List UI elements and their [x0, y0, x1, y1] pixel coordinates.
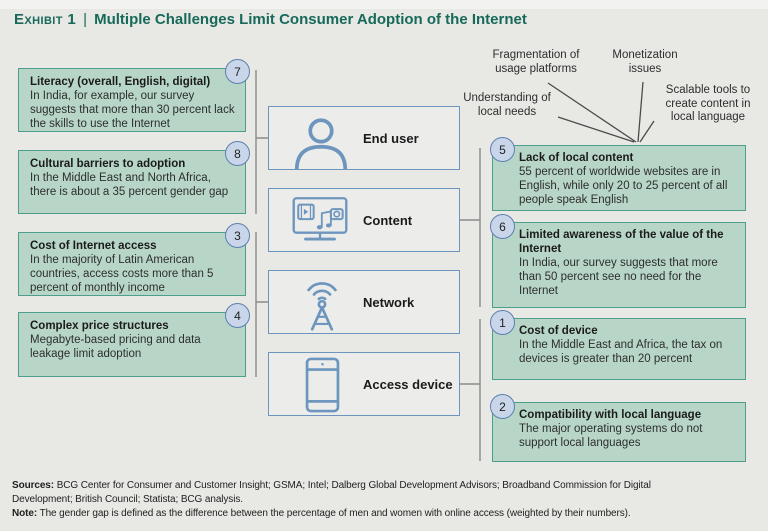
- number-badge: 8: [225, 141, 250, 166]
- challenge-title: Cultural barriers to adoption: [30, 158, 186, 170]
- number-badge: 2: [490, 394, 515, 419]
- title-text: Multiple Challenges Limit Consumer Adopt…: [94, 11, 527, 28]
- category-box-content: Content: [268, 188, 460, 252]
- challenge-title: Compatibility with local language: [519, 409, 702, 421]
- challenge-box-language-compatibility: 2 Compatibility with local language The …: [490, 394, 746, 462]
- challenge-body: Megabyte-based pricing and data leakage …: [30, 334, 201, 360]
- challenge-title: Literacy (overall, English, digital): [30, 76, 211, 88]
- challenge-box-complex-pricing: 4 Complex price structures Megabyte-base…: [18, 303, 250, 377]
- challenge-body: In India, our survey suggests that more …: [519, 257, 718, 297]
- sources-label: Sources:: [12, 480, 54, 491]
- number-badge: 5: [490, 137, 515, 162]
- category-label: End user: [363, 130, 419, 146]
- category-label: Content: [363, 212, 413, 228]
- person-icon: [293, 117, 349, 169]
- category-box-access-device: Access device: [268, 352, 460, 416]
- category-label: Network: [363, 294, 415, 310]
- challenge-body: In the majority of Latin American countr…: [30, 254, 214, 294]
- note-text: The gender gap is defined as the differe…: [39, 508, 631, 519]
- category-label: Access device: [363, 376, 453, 392]
- challenge-body: In the Middle East and North Africa, the…: [30, 172, 229, 198]
- footer: Sources: BCG Center for Consumer and Cus…: [12, 479, 760, 521]
- category-box-network: Network: [268, 270, 460, 334]
- number-badge: 7: [225, 59, 250, 84]
- challenge-box-cultural-barriers: 8 Cultural barriers to adoption In the M…: [18, 141, 250, 214]
- challenge-title: Cost of Internet access: [30, 240, 157, 252]
- challenge-box-literacy: 7 Literacy (overall, English, digital) I…: [18, 59, 250, 132]
- challenge-title: Complex price structures: [30, 320, 169, 332]
- challenge-box-cost-of-access: 3 Cost of Internet access In the majorit…: [18, 223, 250, 296]
- category-box-end-user: End user: [268, 106, 460, 170]
- page-title: Exhibit 1 | Multiple Challenges Limit Cons…: [14, 11, 527, 28]
- challenge-title: Cost of device: [519, 325, 598, 337]
- sources-text: BCG Center for Consumer and Customer Ins…: [12, 480, 651, 505]
- number-badge: 1: [490, 310, 515, 335]
- number-badge: 6: [490, 214, 515, 239]
- annotation-scalable-tools: Scalable tools to create content in loca…: [665, 84, 751, 123]
- network-antenna-icon: [297, 274, 347, 331]
- annotation-monetization: Monetization issues: [612, 49, 678, 75]
- sources-line: Sources: BCG Center for Consumer and Cus…: [12, 479, 674, 507]
- note-label: Note:: [12, 508, 38, 519]
- annotation-understanding: Understanding of local needs: [463, 92, 551, 118]
- top-strip: [0, 0, 768, 9]
- challenge-body: 55 percent of worldwide websites are in …: [519, 166, 728, 206]
- number-badge: 4: [225, 303, 250, 328]
- note-line: Note: The gender gap is defined as the d…: [12, 507, 760, 521]
- smartphone-icon: [305, 357, 340, 413]
- media-content-icon: [291, 195, 349, 245]
- challenge-body: The major operating systems do not suppo…: [519, 423, 703, 449]
- challenge-body: In India, for example, our survey sugges…: [30, 90, 235, 130]
- number-badge: 3: [225, 223, 250, 248]
- challenge-body: In the Middle East and Africa, the tax o…: [519, 339, 723, 365]
- challenge-box-local-content: 5 Lack of local content 55 percent of wo…: [490, 137, 746, 211]
- challenge-box-limited-awareness: 6 Limited awareness of the value of the …: [490, 214, 746, 308]
- exhibit-label: Exhibit 1: [14, 11, 77, 28]
- challenge-box-cost-of-device: 1 Cost of device In the Middle East and …: [490, 310, 746, 380]
- annotation-fragmentation: Fragmentation of usage platforms: [492, 49, 580, 75]
- challenge-title: Lack of local content: [519, 152, 634, 164]
- challenge-title: Limited awareness of the value of the In…: [519, 229, 724, 255]
- title-separator: |: [83, 11, 88, 28]
